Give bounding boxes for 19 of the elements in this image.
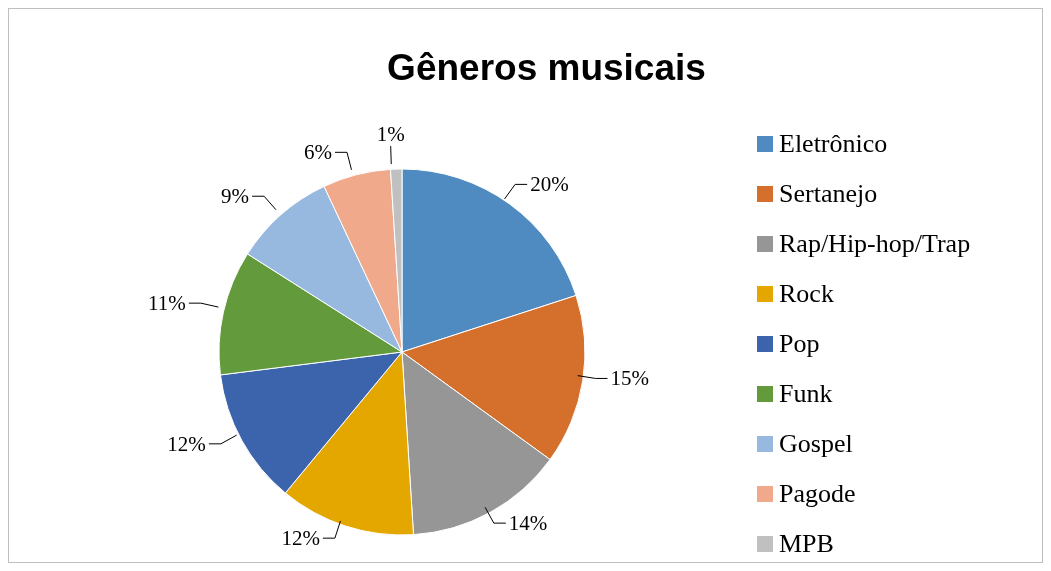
legend-label: Sertanejo	[779, 179, 878, 209]
data-label: 12%	[281, 526, 320, 551]
legend-label: Gospel	[779, 429, 853, 459]
legend-label: Pagode	[779, 479, 856, 509]
legend-label: Pop	[779, 329, 820, 359]
legend-label: Eletrônico	[779, 129, 888, 159]
data-label: 20%	[530, 172, 569, 197]
legend-label: Rap/Hip-hop/Trap	[779, 229, 971, 259]
data-label: 12%	[167, 431, 206, 456]
data-label: 14%	[508, 511, 548, 536]
legend-label: Rock	[779, 279, 834, 309]
legend-label: Funk	[779, 379, 833, 409]
data-label: 9%	[221, 184, 250, 209]
data-label: 15%	[610, 366, 650, 391]
legend-label: MPB	[779, 529, 834, 559]
data-label: 11%	[148, 291, 186, 316]
data-label: 6%	[304, 140, 333, 165]
chart-title: Gêneros musicais	[387, 47, 706, 88]
data-label: 1%	[376, 122, 405, 147]
